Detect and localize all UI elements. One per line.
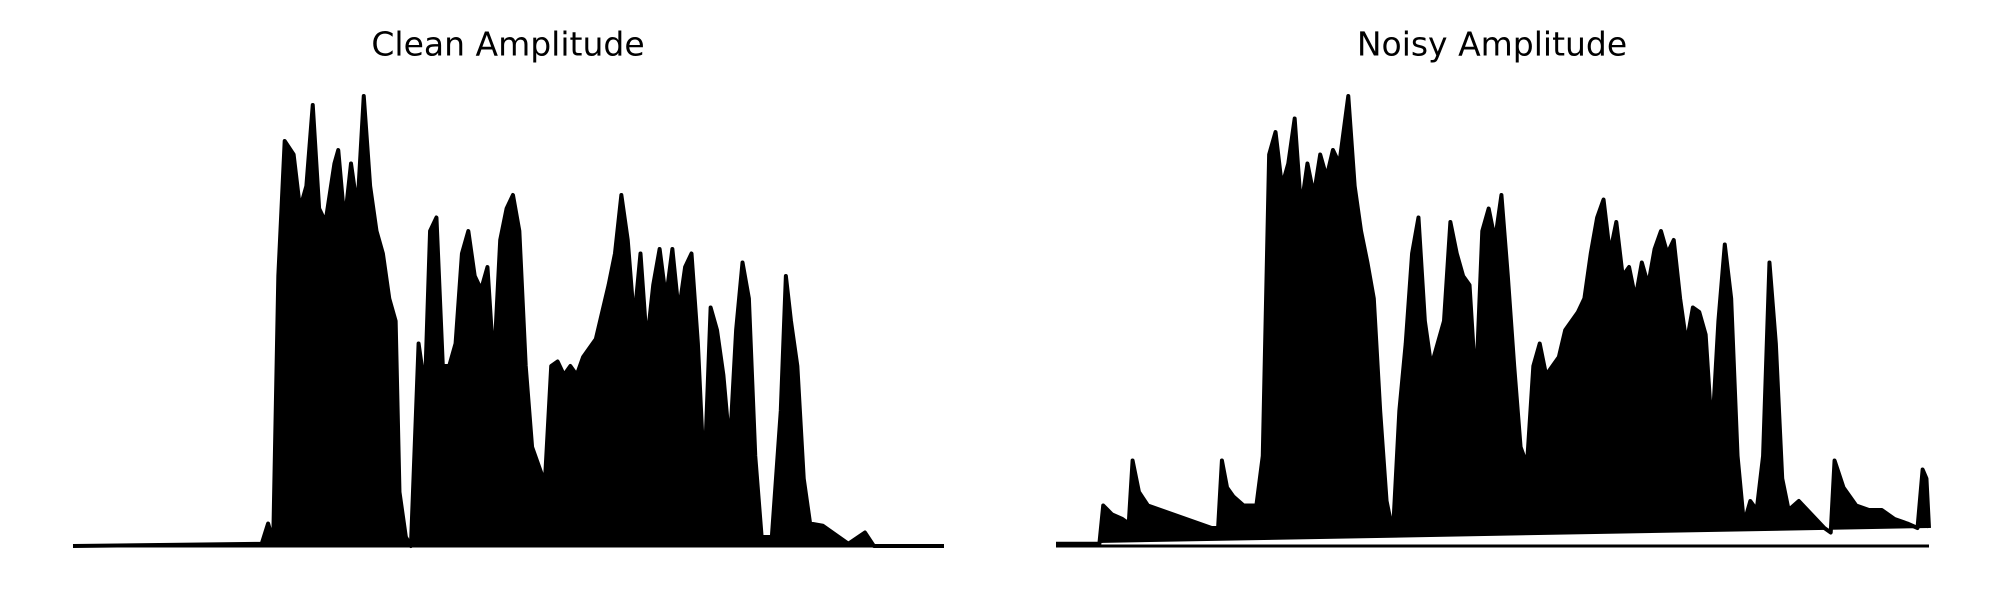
chart-title: Noisy Amplitude bbox=[1357, 25, 1627, 64]
chart-title: Clean Amplitude bbox=[371, 25, 644, 64]
amplitude-envelope bbox=[1056, 94, 1931, 546]
amplitude-envelope bbox=[72, 94, 944, 548]
